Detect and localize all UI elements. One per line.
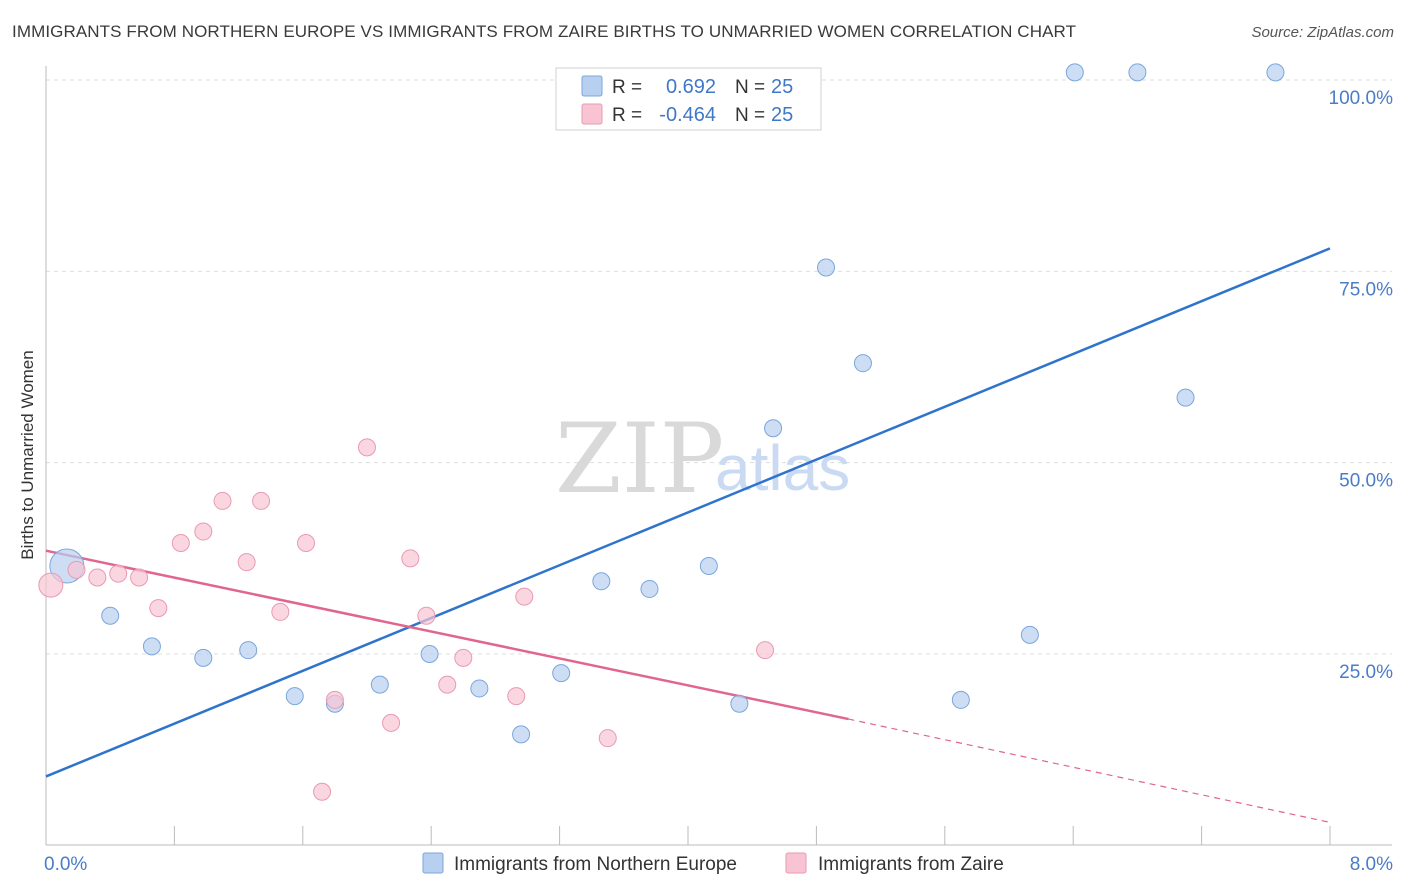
point-pink [382, 713, 401, 732]
legend-n-label-blue: N = [735, 77, 765, 98]
series-legend: Immigrants from Northern Europe Immigran… [422, 852, 1004, 875]
x-tick-label-min: 0.0% [44, 854, 87, 875]
point-blue [1128, 63, 1147, 82]
point-blue [1266, 63, 1285, 82]
point-blue [512, 725, 531, 744]
point-pink [756, 641, 775, 660]
series-legend-label-pink: Immigrants from Zaire [818, 854, 1004, 875]
point-blue [101, 606, 120, 625]
point-pink [325, 690, 344, 709]
chart-title: IMMIGRANTS FROM NORTHERN EUROPE VS IMMIG… [12, 22, 1077, 41]
point-blue [951, 690, 970, 709]
point-pink [401, 549, 420, 568]
watermark: ZIP atlas [555, 403, 850, 515]
axes [45, 66, 1392, 846]
y-tick-labels: 25.0% 50.0% 75.0% 100.0% [1329, 88, 1394, 683]
legend-r-label-pink: R = [612, 105, 642, 126]
point-blue [640, 579, 659, 598]
point-blue [730, 694, 749, 713]
series-legend-swatch-pink [785, 852, 807, 874]
point-blue [194, 648, 213, 667]
point-pink [171, 534, 190, 553]
point-blue [552, 664, 571, 683]
watermark-zip: ZIP [555, 403, 724, 515]
point-pink [252, 491, 271, 510]
point-pink [598, 729, 617, 748]
series-legend-label-blue: Immigrants from Northern Europe [454, 854, 737, 875]
point-pink [149, 599, 168, 618]
point-blue [699, 556, 718, 575]
point-pink [88, 568, 107, 587]
legend-r-value-pink: -0.464 [659, 104, 716, 126]
y-tick-label: 75.0% [1339, 279, 1393, 300]
point-blue [142, 637, 161, 656]
legend-n-value-blue: 25 [771, 76, 793, 98]
y-axis-label: Births to Unmarried Women [18, 350, 37, 559]
point-pink [194, 522, 213, 541]
point-pink [507, 687, 526, 706]
point-pink [237, 553, 256, 572]
point-pink [38, 572, 64, 598]
point-blue [1020, 625, 1039, 644]
point-blue [764, 419, 783, 438]
point-pink [417, 606, 436, 625]
trendline-extension-pink [848, 718, 1331, 823]
point-pink [313, 782, 332, 801]
source-credit: Source: ZipAtlas.com [1251, 24, 1394, 41]
point-pink [109, 564, 128, 583]
point-pink [358, 438, 376, 457]
legend-r-label-blue: R = [612, 77, 642, 98]
x-tick-label-max: 8.0% [1350, 854, 1393, 875]
trendlines [45, 247, 1331, 823]
trendline-pink [45, 549, 849, 721]
legend-n-value-pink: 25 [771, 104, 793, 126]
point-blue [370, 675, 389, 694]
point-blue [285, 687, 304, 706]
data-points [38, 63, 1285, 801]
gridlines [46, 79, 1392, 655]
point-blue [470, 679, 489, 698]
point-pink [213, 491, 232, 510]
point-pink [454, 648, 473, 667]
point-blue [592, 572, 611, 591]
point-blue [1065, 63, 1084, 82]
point-pink [515, 587, 534, 606]
series-legend-swatch-blue [422, 852, 444, 874]
point-pink [297, 534, 316, 553]
legend-r-value-blue: 0.692 [666, 76, 716, 98]
point-pink [271, 602, 290, 621]
legend-n-label-pink: N = [735, 105, 765, 126]
y-tick-label: 50.0% [1339, 471, 1393, 492]
y-tick-label: 25.0% [1339, 662, 1393, 683]
correlation-legend: R = 0.692 N = 25 R = -0.464 N = 25 [555, 67, 822, 131]
x-tick-labels: 0.0% 8.0% [44, 854, 1393, 875]
y-tick-label: 100.0% [1329, 88, 1394, 109]
legend-swatch-blue [581, 75, 603, 97]
legend-swatch-pink [581, 103, 603, 125]
point-blue [1176, 388, 1195, 407]
point-blue [239, 641, 258, 660]
trendline-blue [45, 247, 1331, 778]
point-pink [130, 568, 149, 587]
point-blue [817, 258, 836, 277]
point-blue [420, 645, 439, 663]
point-pink [67, 560, 86, 579]
point-blue [853, 354, 872, 373]
point-pink [438, 675, 457, 694]
